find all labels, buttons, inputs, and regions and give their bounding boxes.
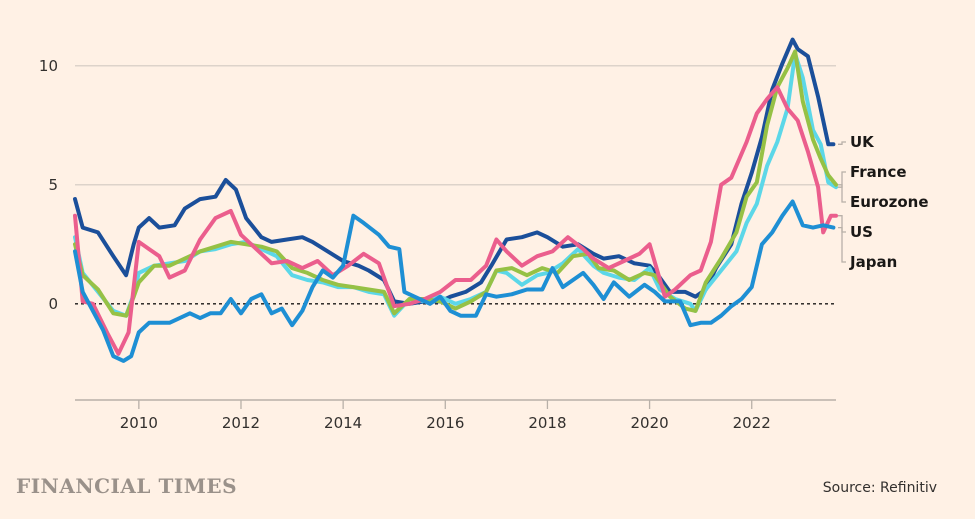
- series-label-uk: UK: [850, 133, 875, 151]
- series-line-japan: [73, 199, 836, 363]
- series-lines: [73, 37, 838, 363]
- y-tick-label: 10: [39, 57, 58, 75]
- series-line-uk: [73, 37, 836, 306]
- series-line-us: [73, 85, 838, 356]
- y-axis: 0 5 10: [39, 57, 58, 313]
- leader-line-us: [838, 215, 846, 233]
- ft-brand-logo: FINANCIAL TIMES: [16, 474, 238, 498]
- x-tick-label: 2018: [528, 414, 566, 432]
- leader-line-eurozone: [838, 184, 846, 203]
- series-label-eurozone: Eurozone: [850, 193, 929, 211]
- series-label-us: US: [850, 223, 873, 241]
- leader-line-france: [838, 171, 846, 188]
- x-tick-label: 2022: [733, 414, 771, 432]
- x-tick-label: 2012: [222, 414, 260, 432]
- series-labels: UK France Eurozone US Japan: [838, 133, 929, 271]
- y-tick-label: 0: [48, 295, 58, 313]
- series-label-japan: Japan: [849, 253, 897, 271]
- series-label-france: France: [850, 163, 907, 181]
- leader-line-uk: [838, 141, 846, 145]
- x-axis: 2010 2012 2014 2016 2018 2020 2022: [75, 399, 836, 432]
- x-tick-label: 2014: [324, 414, 362, 432]
- leader-line-japan: [838, 226, 846, 263]
- x-tick-label: 2016: [426, 414, 464, 432]
- source-note: Source: Refinitiv: [822, 480, 937, 496]
- x-tick-label: 2010: [120, 414, 158, 432]
- x-tick-label: 2020: [630, 414, 668, 432]
- y-tick-label: 5: [48, 176, 58, 194]
